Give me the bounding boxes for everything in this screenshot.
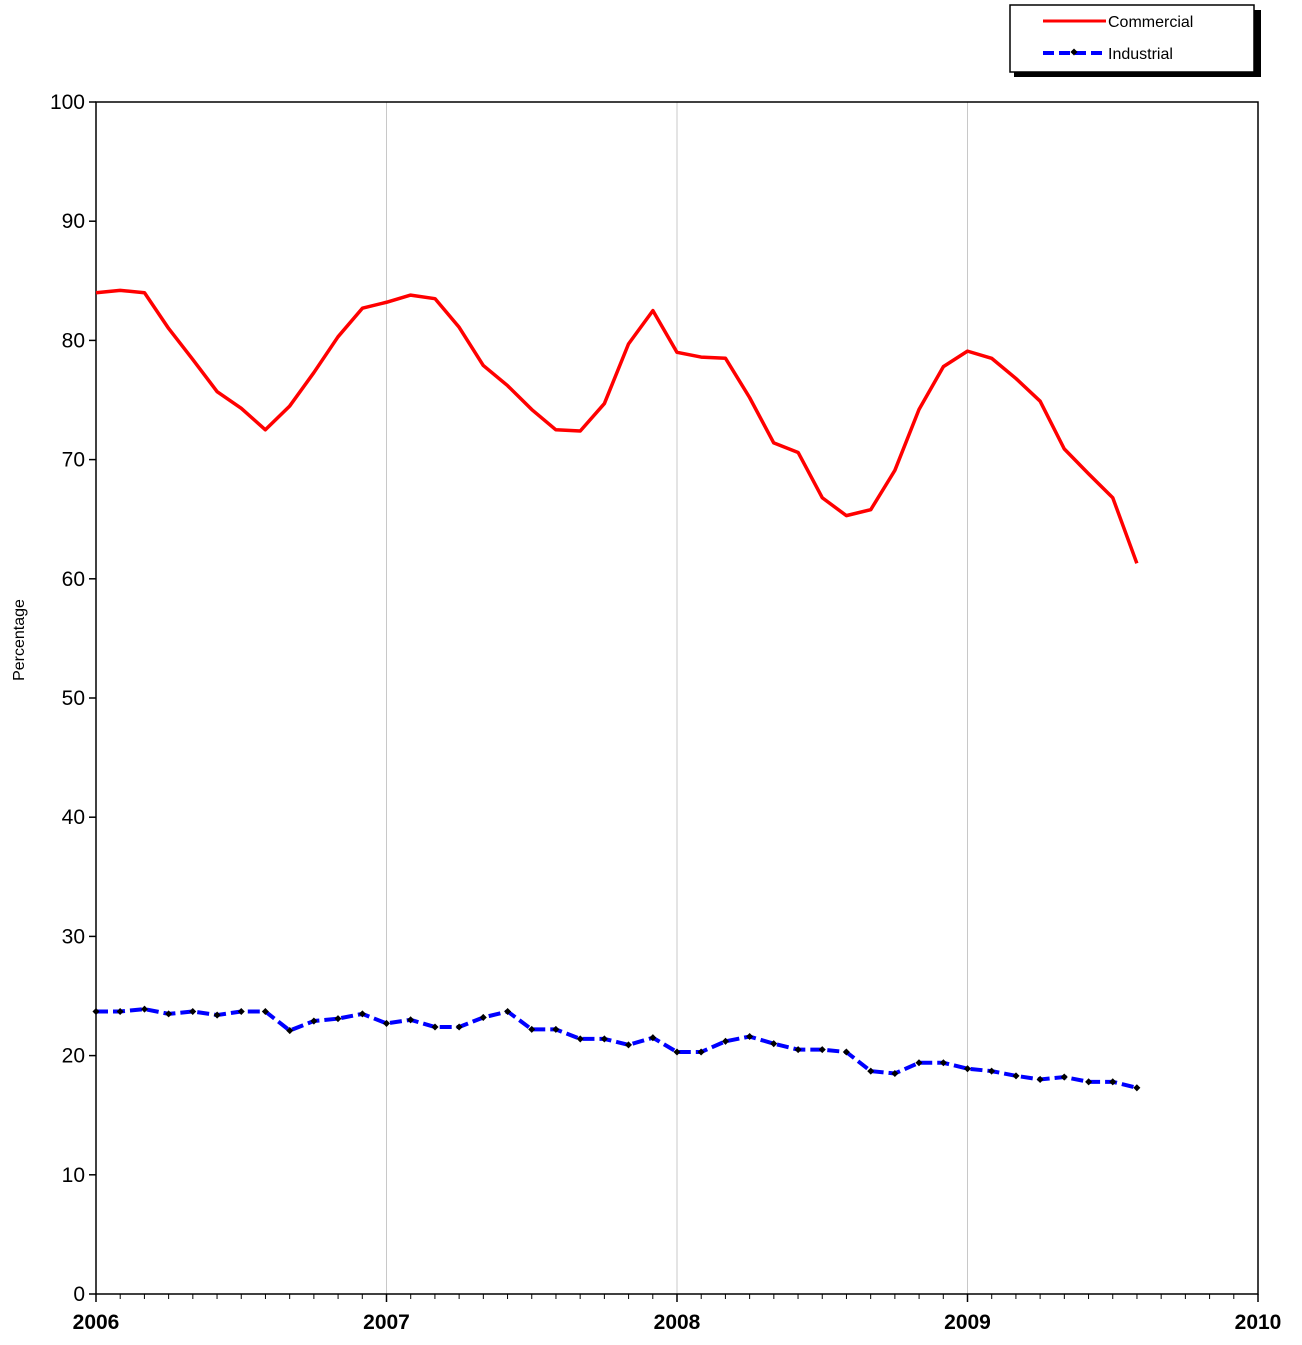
y-axis-label: Percentage	[11, 599, 28, 681]
data-point-industrial	[213, 1011, 221, 1019]
data-point-industrial	[261, 1007, 269, 1016]
series-line-commercial	[95, 288, 1139, 564]
data-point-industrial	[1036, 1075, 1044, 1083]
y-tick-label: 90	[62, 210, 85, 233]
data-point-industrial	[92, 1007, 100, 1016]
data-point-industrial	[528, 1025, 536, 1033]
data-point-industrial	[1012, 1072, 1020, 1080]
y-tick-label: 30	[62, 925, 85, 948]
data-point-industrial	[673, 1048, 681, 1056]
x-tick-label: 2009	[944, 1311, 991, 1334]
data-point-industrial	[770, 1040, 778, 1048]
data-point-industrial	[237, 1007, 245, 1016]
gridlines	[386, 102, 968, 1294]
y-tick-label: 80	[62, 329, 85, 352]
data-point-industrial	[479, 1013, 487, 1021]
data-point-industrial	[721, 1037, 730, 1045]
data-point-industrial	[310, 1017, 318, 1025]
legend-label-commercial: Commercial	[1108, 14, 1193, 31]
legend: Commercial Industrial	[1009, 4, 1261, 77]
x-tick-label: 2006	[73, 1311, 120, 1334]
x-tick-label: 2007	[363, 1311, 410, 1334]
y-tick-label: 60	[62, 568, 85, 591]
data-point-industrial	[988, 1067, 996, 1075]
data-point-industrial	[455, 1023, 463, 1031]
data-point-industrial	[140, 1005, 149, 1013]
y-tick-label: 0	[73, 1283, 85, 1306]
data-point-industrial	[649, 1034, 657, 1042]
data-point-industrial	[915, 1059, 923, 1067]
data-point-industrial	[382, 1019, 391, 1027]
data-point-industrial	[1109, 1078, 1117, 1086]
data-point-industrial	[794, 1046, 802, 1054]
y-tick-label: 40	[62, 806, 85, 829]
data-point-industrial	[697, 1048, 705, 1056]
data-point-industrial	[165, 1010, 173, 1018]
data-point-industrial	[842, 1048, 850, 1056]
series-lines	[92, 288, 1141, 1092]
data-point-industrial	[1060, 1073, 1068, 1081]
y-tick-label: 50	[62, 687, 85, 710]
legend-box	[1009, 4, 1255, 73]
y-tick-label: 20	[62, 1045, 85, 1068]
data-point-industrial	[939, 1059, 947, 1067]
y-tick-label: 10	[62, 1164, 85, 1187]
series-line-industrial	[96, 1007, 1138, 1090]
y-tick-label: 100	[50, 91, 85, 114]
y-tick-label: 70	[62, 449, 85, 472]
axis-ticks: 2006 2007 2008 2009 2010 0 10 20 30 40 50 60 70 80 90 1…	[50, 91, 1281, 1334]
data-point-industrial	[576, 1035, 584, 1043]
data-point-industrial	[552, 1025, 560, 1033]
x-tick-label: 2008	[654, 1311, 701, 1334]
data-point-industrial	[867, 1067, 875, 1075]
x-tick-label: 2010	[1235, 1311, 1282, 1334]
data-point-industrial	[818, 1046, 826, 1054]
data-point-industrial	[189, 1007, 197, 1016]
data-point-industrial	[334, 1015, 342, 1023]
data-point-industrial	[600, 1035, 608, 1043]
data-point-industrial	[116, 1007, 124, 1016]
data-point-industrial	[1133, 1084, 1141, 1092]
data-point-industrial	[1085, 1078, 1093, 1086]
legend-label-industrial: Industrial	[1108, 46, 1173, 63]
data-point-industrial	[431, 1023, 439, 1031]
data-point-industrial	[624, 1041, 633, 1049]
data-point-industrial	[504, 1007, 512, 1016]
